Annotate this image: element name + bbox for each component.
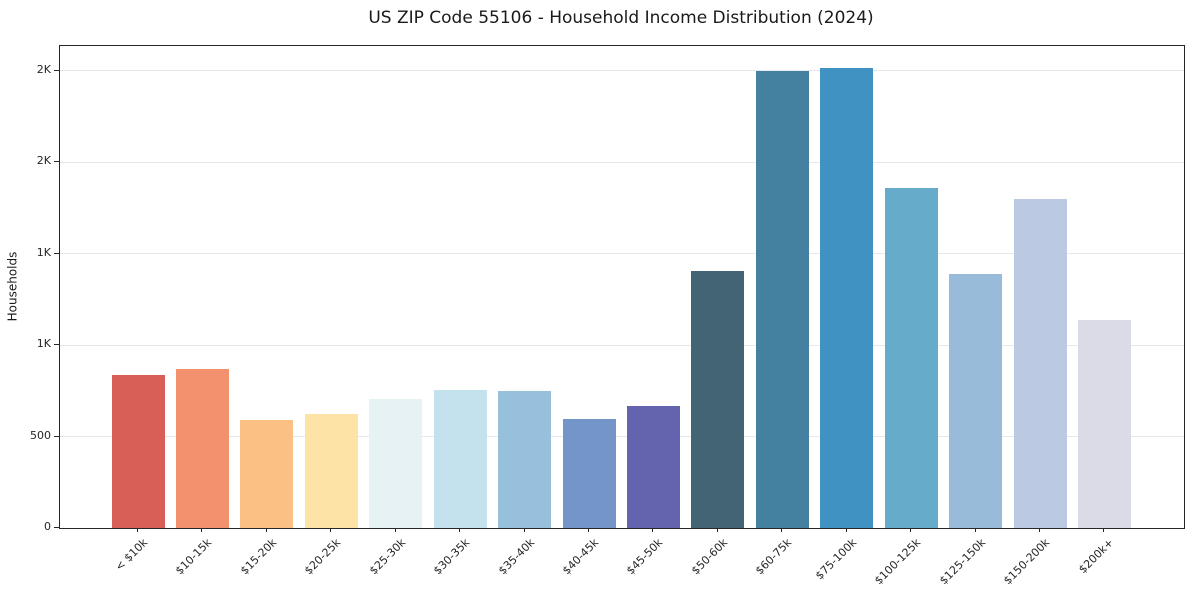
y-tick-mark bbox=[54, 527, 59, 528]
bar bbox=[1013, 199, 1067, 528]
x-tick-label: < $10k bbox=[112, 536, 151, 574]
bar bbox=[949, 274, 1003, 528]
y-axis-label: Households bbox=[5, 251, 20, 322]
y-tick-label: 500 bbox=[30, 428, 51, 442]
y-tick-label: 2K bbox=[36, 62, 51, 76]
y-tick-label: 0 bbox=[44, 520, 51, 533]
y-tick-mark bbox=[54, 344, 59, 345]
gridline bbox=[60, 70, 1184, 72]
y-tick-label: 1K bbox=[36, 245, 51, 259]
gridline bbox=[60, 161, 1184, 163]
x-tick-mark bbox=[716, 528, 718, 532]
bar bbox=[433, 390, 487, 528]
bar bbox=[111, 375, 165, 528]
y-tick-label: 1K bbox=[36, 337, 51, 350]
x-tick-mark bbox=[201, 528, 203, 532]
x-tick-mark bbox=[330, 528, 332, 532]
x-tick-mark bbox=[652, 528, 654, 532]
x-tick-mark bbox=[394, 528, 396, 532]
bar bbox=[884, 188, 938, 528]
plot-area bbox=[59, 45, 1185, 529]
bar bbox=[691, 270, 745, 528]
bar bbox=[175, 368, 229, 528]
bar bbox=[626, 405, 680, 528]
x-tick-mark bbox=[1039, 528, 1041, 532]
chart-title: US ZIP Code 55106 - Household Income Dis… bbox=[368, 8, 874, 28]
bar bbox=[1077, 319, 1131, 528]
x-tick-mark bbox=[137, 528, 138, 532]
bar bbox=[562, 418, 616, 528]
y-tick-mark bbox=[54, 252, 59, 254]
y-tick-mark bbox=[54, 161, 59, 163]
bar bbox=[755, 70, 809, 528]
x-tick-mark bbox=[588, 528, 589, 532]
bar bbox=[498, 390, 552, 528]
bar bbox=[820, 68, 874, 528]
bar bbox=[304, 414, 358, 528]
y-tick-label: 2K bbox=[36, 154, 51, 168]
gridline bbox=[60, 436, 1184, 437]
gridline bbox=[60, 344, 1184, 346]
bar bbox=[369, 399, 423, 528]
x-tick-mark bbox=[974, 528, 976, 532]
x-tick-mark bbox=[459, 528, 461, 532]
x-tick-mark bbox=[781, 528, 783, 532]
x-tick-mark bbox=[845, 528, 847, 532]
x-tick-mark bbox=[910, 528, 912, 532]
x-tick-mark bbox=[1103, 528, 1105, 532]
bar bbox=[240, 420, 294, 528]
y-tick-mark bbox=[54, 435, 59, 437]
gridline bbox=[60, 253, 1184, 254]
x-tick-mark bbox=[265, 528, 267, 532]
y-tick-mark bbox=[54, 69, 59, 71]
x-tick-mark bbox=[523, 528, 525, 532]
